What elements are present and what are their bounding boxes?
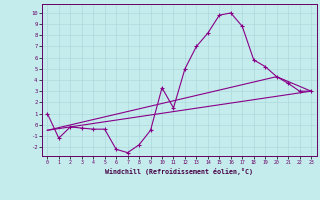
X-axis label: Windchill (Refroidissement éolien,°C): Windchill (Refroidissement éolien,°C)	[105, 168, 253, 175]
